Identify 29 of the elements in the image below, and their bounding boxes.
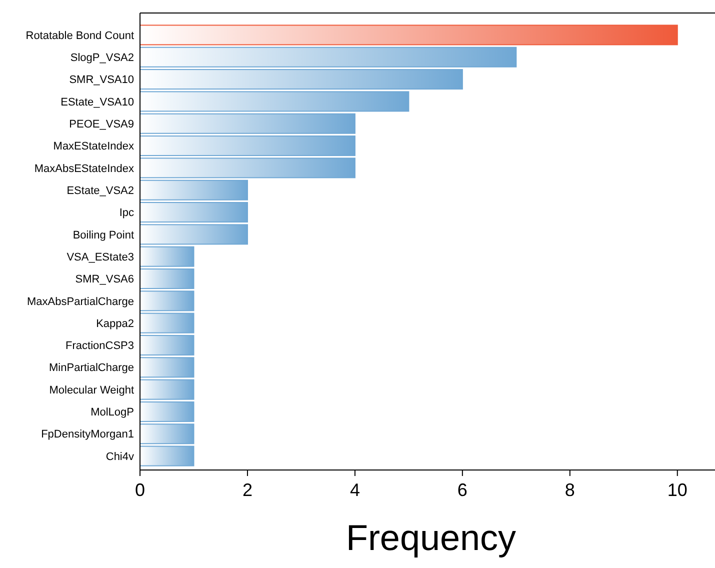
y-tick-label: SlogP_VSA2 xyxy=(70,52,134,64)
y-tick-label: EState_VSA10 xyxy=(60,96,134,108)
y-tick-label: MinPartialCharge xyxy=(49,362,134,374)
y-tick-label: Molecular Weight xyxy=(49,384,134,396)
x-tick-label: 8 xyxy=(564,480,575,500)
x-axis-title: Frequency xyxy=(346,517,516,558)
y-tick-label: SMR_VSA6 xyxy=(75,274,134,286)
x-tick-label: 0 xyxy=(134,480,146,500)
y-tick-label: MaxAbsEStateIndex xyxy=(34,162,134,175)
y-tick-label: Rotatable Bond Count xyxy=(26,30,134,42)
bar xyxy=(140,24,678,46)
bar xyxy=(140,446,194,466)
y-tick-label: VSA_EState3 xyxy=(66,251,134,264)
y-tick-label: FractionCSP3 xyxy=(66,340,134,352)
x-tick-label: 6 xyxy=(457,480,468,500)
y-tick-label: MaxAbsPartialCharge xyxy=(27,296,134,308)
y-tick-label: MolLogP xyxy=(90,406,134,419)
x-tick-label: 10 xyxy=(667,480,688,500)
y-tick-label: MaxEStateIndex xyxy=(53,140,134,153)
y-tick-label: Boiling Point xyxy=(72,229,134,242)
y-tick-label: Kappa2 xyxy=(96,318,134,330)
x-tick-label: 2 xyxy=(242,480,252,500)
y-tick-label: Chi4v xyxy=(106,450,134,463)
y-tick-label: Ipc xyxy=(119,207,134,220)
y-tick-label: PEOE_VSA9 xyxy=(69,118,134,130)
y-tick-label: SMR_VSA10 xyxy=(69,74,134,86)
y-tick-label: FpDensityMorgan1 xyxy=(41,428,134,441)
x-tick-label: 4 xyxy=(350,480,360,500)
y-tick-label: EState_VSA2 xyxy=(66,184,134,197)
